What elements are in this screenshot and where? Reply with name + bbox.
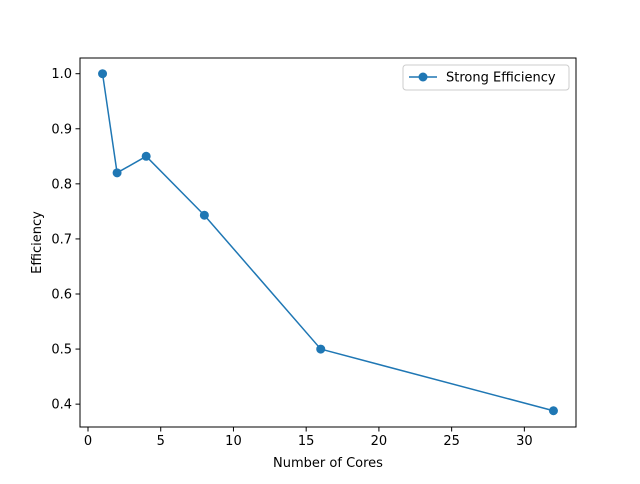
x-tick-label: 30 xyxy=(516,434,533,449)
y-tick-label: 0.6 xyxy=(51,287,72,302)
axis-ticks: 0 5 10 15 20 25 30 0.4 0.5 0.6 0.7 0.8 0.9 1.0 xyxy=(51,67,532,449)
series-line xyxy=(101,73,554,412)
x-tick-label: 15 xyxy=(298,434,315,449)
y-tick-label: 0.9 xyxy=(51,122,72,137)
data-point xyxy=(112,168,122,178)
data-point xyxy=(316,344,326,354)
y-tick-label: 0.4 xyxy=(51,398,72,413)
legend-label: Strong Efficiency xyxy=(446,71,556,86)
x-tick-label: 20 xyxy=(371,434,388,449)
legend: Strong Efficiency xyxy=(402,64,570,91)
x-axis-label: Number of Cores xyxy=(273,456,383,471)
data-point xyxy=(548,406,558,416)
y-tick-label: 0.8 xyxy=(51,177,72,192)
y-tick-label: 0.7 xyxy=(51,232,72,247)
axes-frame xyxy=(79,57,577,428)
x-tick-label: 5 xyxy=(157,434,165,449)
plot-area xyxy=(98,69,558,416)
y-axis-label: Efficiency xyxy=(30,211,45,274)
x-tick-label: 10 xyxy=(225,434,242,449)
y-tick-label: 1.0 xyxy=(51,67,72,82)
x-tick-label: 0 xyxy=(84,434,92,449)
legend-marker-swatch xyxy=(418,72,428,82)
legend-box xyxy=(402,64,570,91)
data-point xyxy=(199,210,209,220)
x-tick-label: 25 xyxy=(443,434,460,449)
data-point xyxy=(141,151,151,161)
y-tick-label: 0.5 xyxy=(51,343,72,358)
data-point xyxy=(98,69,108,79)
